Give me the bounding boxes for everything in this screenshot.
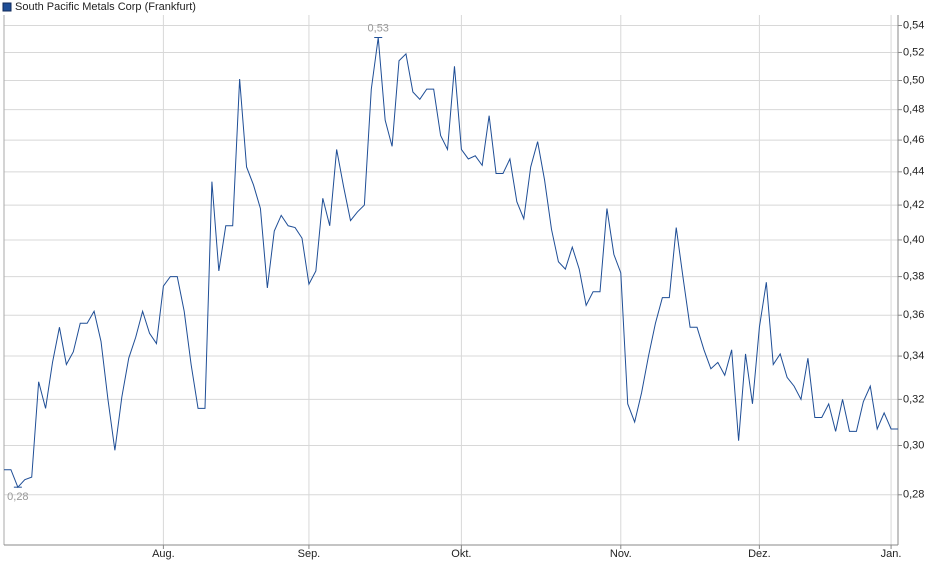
x-tick-label: Nov. <box>610 548 632 560</box>
y-tick-label: 0,52 <box>903 46 924 58</box>
x-tick-label: Aug. <box>152 548 175 560</box>
y-tick-label: 0,32 <box>903 393 924 405</box>
value-label: 0,28 <box>7 491 28 503</box>
y-tick-label: 0,42 <box>903 199 924 211</box>
y-tick-label: 0,28 <box>903 489 924 501</box>
y-tick-label: 0,48 <box>903 104 924 116</box>
price-line <box>4 37 898 489</box>
x-tick-label: Okt. <box>451 548 471 560</box>
value-label: 0,53 <box>368 22 389 34</box>
y-tick-label: 0,36 <box>903 309 924 321</box>
x-tick-label: Sep. <box>298 548 321 560</box>
y-tick-label: 0,34 <box>903 350 924 362</box>
y-tick-label: 0,30 <box>903 439 924 451</box>
x-tick-label: Jan. <box>881 548 902 560</box>
y-tick-label: 0,40 <box>903 234 924 246</box>
legend-swatch <box>2 2 12 12</box>
y-tick-label: 0,38 <box>903 270 924 282</box>
y-tick-label: 0,50 <box>903 74 924 86</box>
legend-label: South Pacific Metals Corp (Frankfurt) <box>15 1 196 13</box>
y-tick-label: 0,44 <box>903 166 924 178</box>
x-tick-label: Dez. <box>748 548 771 560</box>
y-tick-label: 0,46 <box>903 134 924 146</box>
y-tick-label: 0,54 <box>903 19 924 31</box>
